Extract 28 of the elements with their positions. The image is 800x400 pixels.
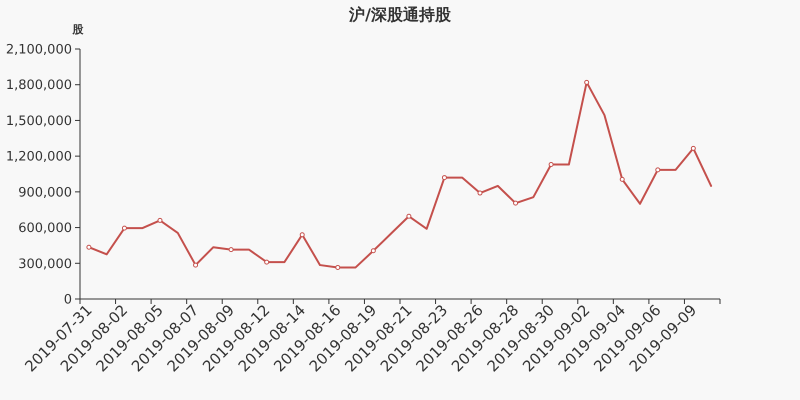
point xyxy=(690,146,696,151)
chart-title: 沪/深股通持股 xyxy=(348,5,452,24)
point xyxy=(655,167,660,172)
y-tick-label: 300,000 xyxy=(18,256,72,272)
y-tick-label: 1,500,000 xyxy=(6,114,72,129)
point xyxy=(158,218,162,223)
point xyxy=(370,248,376,254)
point xyxy=(228,247,234,252)
point xyxy=(584,80,590,85)
point xyxy=(264,260,270,265)
y-tick-label: 2,100,000 xyxy=(6,42,72,58)
point xyxy=(300,232,305,238)
point xyxy=(122,226,127,231)
point xyxy=(620,176,625,182)
y-tick-label: 0 xyxy=(64,292,72,308)
point xyxy=(513,200,518,206)
y-tick-label: 900,000 xyxy=(18,185,72,200)
y-axis-title: 股 xyxy=(72,23,84,36)
point xyxy=(478,190,482,196)
point xyxy=(86,244,92,250)
point xyxy=(442,175,447,180)
y-tick-label: 1,800,000 xyxy=(6,78,72,94)
y-tick-label: 1,200,000 xyxy=(6,150,72,165)
point xyxy=(335,264,340,270)
point xyxy=(548,162,554,167)
y-tick-label: 600,000 xyxy=(18,221,72,236)
point xyxy=(193,262,198,268)
point xyxy=(406,214,412,219)
